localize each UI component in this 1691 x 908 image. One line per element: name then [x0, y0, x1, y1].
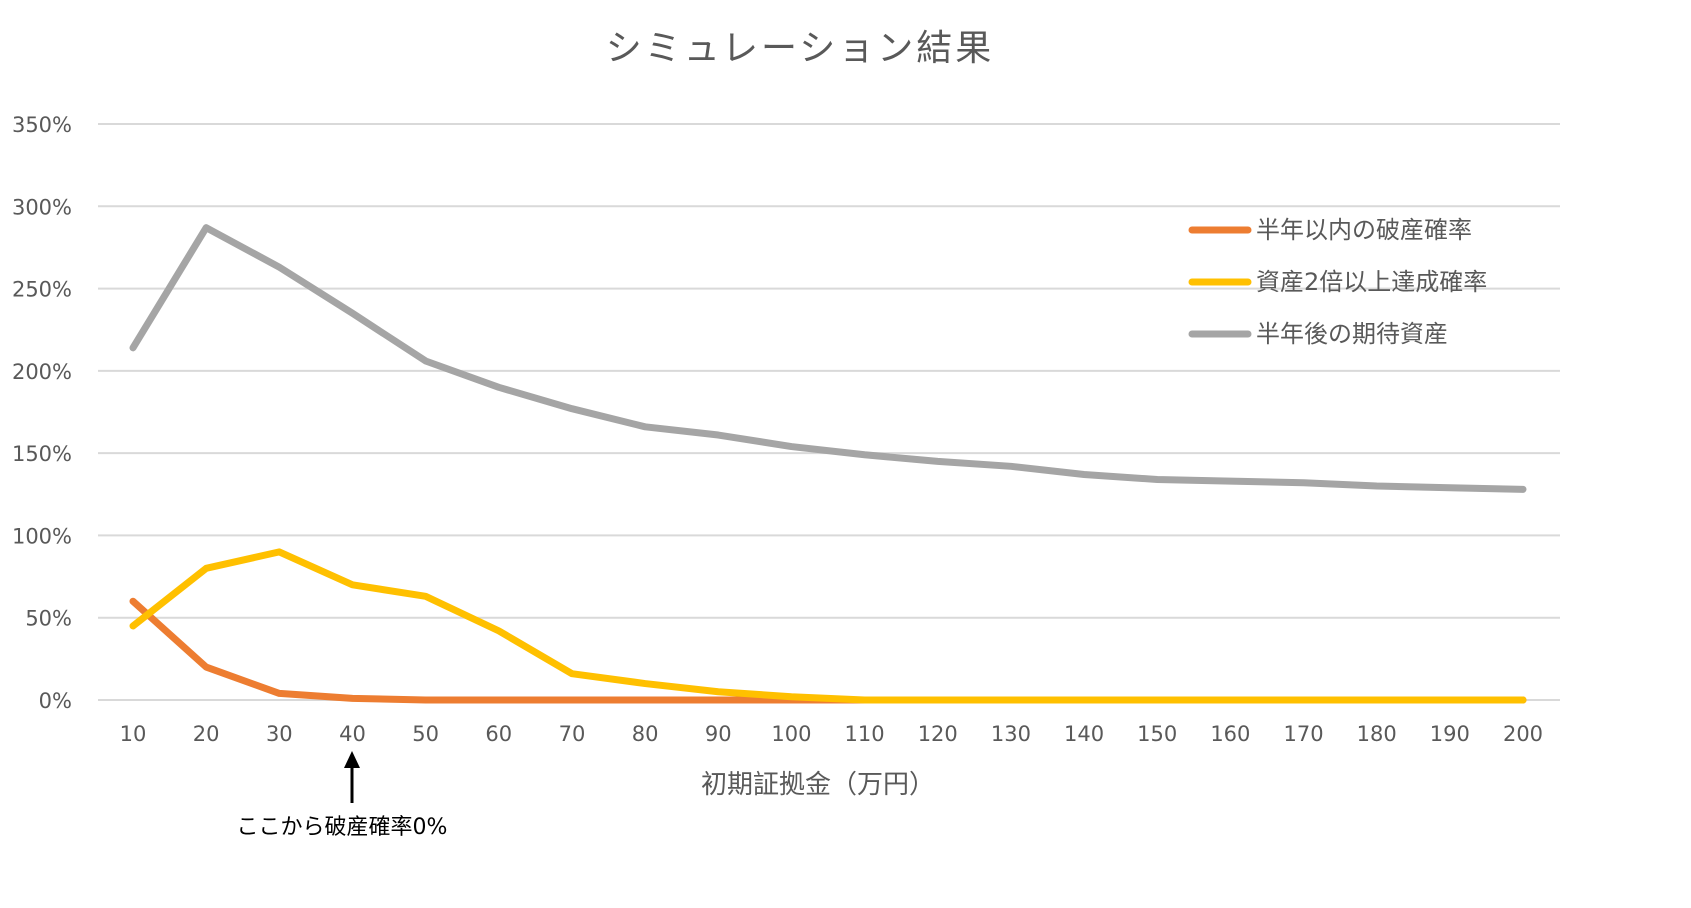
x-tick-label: 30: [266, 722, 293, 746]
x-tick-label: 80: [632, 722, 659, 746]
x-tick-label: 160: [1210, 722, 1250, 746]
series-line-2: [129, 224, 1527, 493]
x-tick-label: 120: [918, 722, 958, 746]
x-tick-label: 180: [1357, 722, 1397, 746]
x-tick-label: 170: [1283, 722, 1323, 746]
x-tick-label: 100: [771, 722, 811, 746]
y-tick-label: 50%: [25, 607, 72, 631]
x-tick-label: 10: [120, 722, 147, 746]
y-tick-label: 150%: [12, 442, 72, 466]
x-tick-label: 70: [559, 722, 586, 746]
x-tick-label: 200: [1503, 722, 1543, 746]
y-tick-label: 0%: [39, 689, 72, 713]
legend-item: 半年後の期待資産: [1188, 320, 1448, 348]
series-line-1: [129, 548, 1527, 704]
y-tick-label: 300%: [12, 195, 72, 219]
x-tick-label: 90: [705, 722, 732, 746]
x-tick-label: 190: [1430, 722, 1470, 746]
series-line-0: [129, 597, 1527, 704]
y-tick-label: 250%: [12, 278, 72, 302]
annotation: ここから破産確率0%: [237, 751, 448, 840]
x-tick-label: 20: [193, 722, 220, 746]
legend-item: 資産2倍以上達成確率: [1188, 268, 1487, 296]
x-axis-label: 初期証拠金（万円）: [701, 770, 935, 800]
annotation-text: ここから破産確率0%: [237, 815, 448, 840]
y-tick-label: 350%: [12, 113, 72, 137]
x-tick-label: 40: [339, 722, 366, 746]
annotation-arrowhead: [344, 751, 360, 768]
x-tick-label: 140: [1064, 722, 1104, 746]
x-tick-label: 110: [845, 722, 885, 746]
y-tick-label: 200%: [12, 360, 72, 384]
x-tick-label: 50: [412, 722, 439, 746]
x-tick-label: 60: [485, 722, 512, 746]
legend-label: 資産2倍以上達成確率: [1256, 268, 1487, 296]
x-tick-label: 130: [991, 722, 1031, 746]
x-tick-label: 150: [1137, 722, 1177, 746]
legend-label: 半年以内の破産確率: [1256, 216, 1472, 244]
legend-item: 半年以内の破産確率: [1188, 216, 1472, 244]
legend-label: 半年後の期待資産: [1256, 320, 1448, 348]
y-tick-label: 100%: [12, 524, 72, 548]
chart-title: シミュレーション結果: [606, 28, 995, 69]
